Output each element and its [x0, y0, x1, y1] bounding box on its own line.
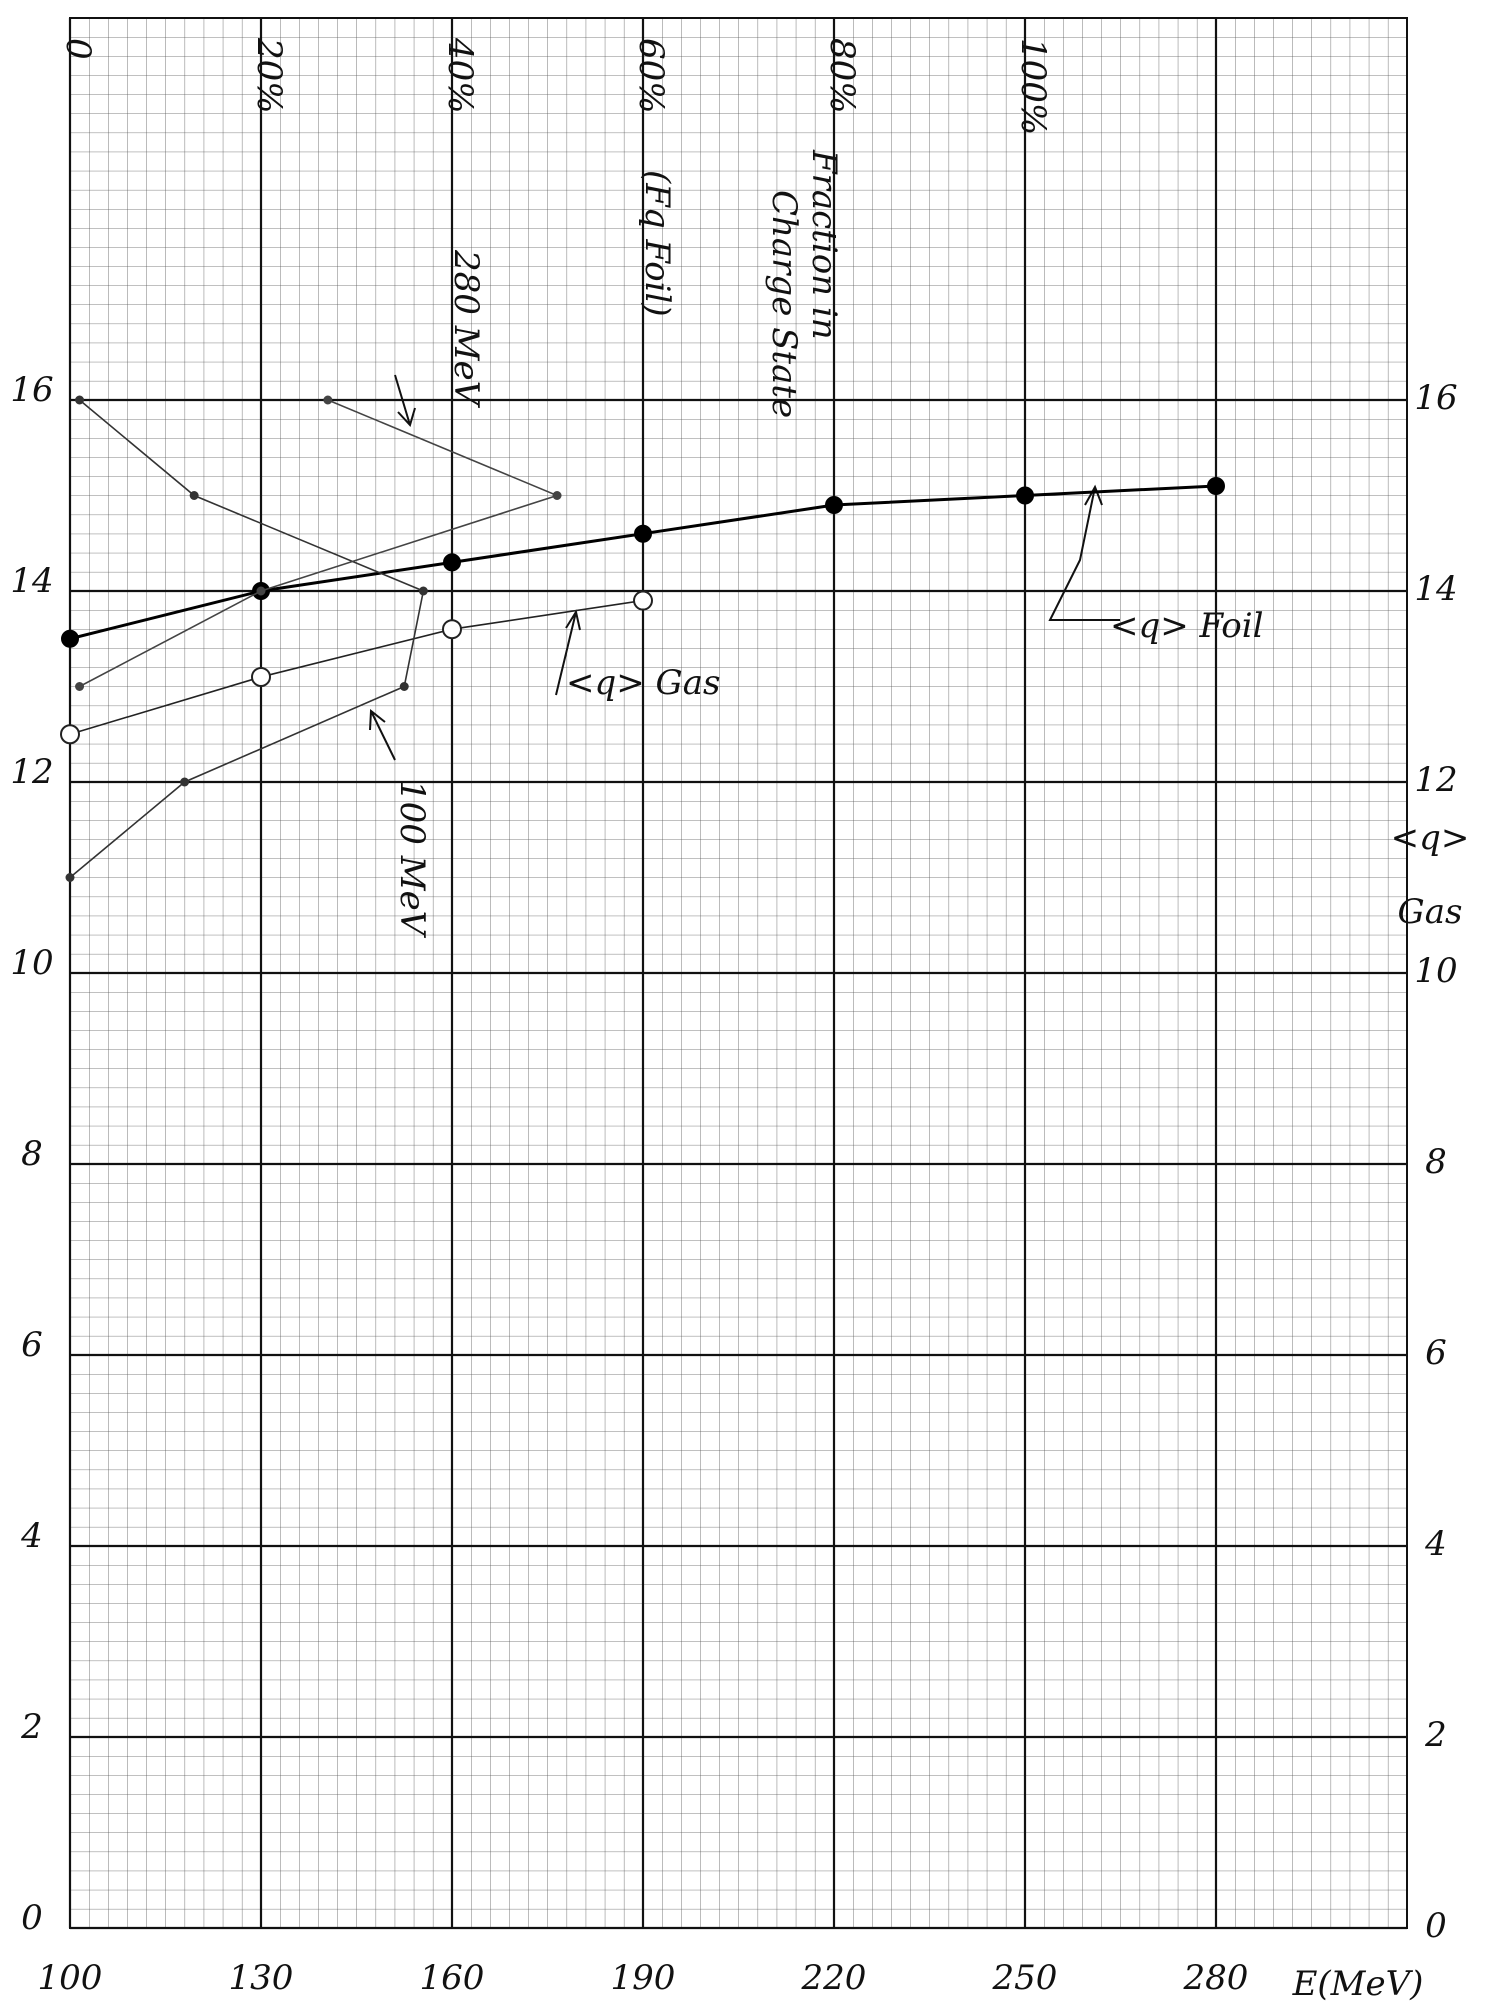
- point: [634, 592, 652, 610]
- point: [1017, 488, 1033, 504]
- x2-tick-label: 100%: [1013, 38, 1053, 135]
- y-tick-label: 10: [10, 943, 53, 983]
- y2-tick-label: 0: [1425, 1906, 1447, 1946]
- y2-tick-label: 4: [1424, 1524, 1447, 1564]
- x-tick-label: 250: [992, 1958, 1058, 1998]
- series-label: <q> Foil: [1110, 606, 1264, 646]
- y-tick-label: 12: [10, 752, 53, 792]
- x2-tick-label: 20%: [249, 37, 289, 114]
- point: [554, 492, 561, 499]
- annotation: Charge State: [764, 190, 804, 418]
- y2-tick-label: 6: [1425, 1333, 1447, 1373]
- point: [444, 554, 460, 570]
- point: [76, 397, 83, 404]
- page: {"chart_data": {"type": "line", "x_label…: [0, 0, 1486, 2016]
- y2-tick-label: 16: [1414, 378, 1457, 418]
- x2-tick-label: 0: [58, 38, 98, 60]
- y-tick-label: 6: [21, 1325, 43, 1365]
- annotation: (Fq Foil): [637, 170, 677, 317]
- annotation: Fraction in: [804, 149, 844, 340]
- chart: E(MeV) <q> Gas Fraction in Charge State …: [0, 0, 1486, 2016]
- x2-tick-label: 40%: [440, 37, 480, 114]
- y2-tick-label: 14: [1414, 569, 1457, 609]
- x-tick-label: 190: [611, 1958, 676, 1998]
- x-tick-label: 160: [420, 1958, 485, 1998]
- point: [191, 492, 198, 499]
- right-axis-label: <q>: [1391, 818, 1470, 858]
- point: [1208, 478, 1224, 494]
- point: [635, 526, 651, 542]
- point: [67, 874, 74, 881]
- point: [181, 779, 188, 786]
- point: [401, 683, 408, 690]
- series-label: 100 MeV: [392, 780, 432, 939]
- right-axis-label: Gas: [1398, 892, 1463, 932]
- point: [76, 683, 83, 690]
- point: [826, 497, 842, 513]
- point: [252, 668, 270, 686]
- point: [258, 588, 265, 595]
- point: [443, 620, 461, 638]
- y2-tick-label: 12: [1414, 760, 1457, 800]
- x2-tick-label: 80%: [822, 38, 862, 114]
- series-label: 280 MeV: [446, 249, 486, 409]
- series-label: <q> Gas: [566, 663, 720, 703]
- y-tick-label: 0: [21, 1898, 43, 1938]
- x2-tick-label: 60%: [631, 38, 671, 114]
- y-tick-label: 4: [20, 1516, 43, 1556]
- x-tick-label: 100: [38, 1958, 103, 1998]
- x-tick-label: 130: [229, 1958, 294, 1998]
- point: [62, 631, 78, 647]
- y-tick-label: 16: [10, 370, 53, 410]
- point: [324, 397, 331, 404]
- x-tick-label: 220: [801, 1958, 867, 1998]
- y-tick-label: 2: [20, 1707, 43, 1747]
- x-axis-label: E(MeV): [1292, 1964, 1424, 2004]
- point: [61, 725, 79, 743]
- y2-tick-label: 10: [1414, 951, 1457, 991]
- y-tick-label: 14: [10, 561, 53, 601]
- y-tick-label: 8: [21, 1134, 43, 1174]
- y2-tick-label: 2: [1424, 1715, 1447, 1755]
- x-tick-label: 280: [1183, 1958, 1249, 1998]
- y2-tick-label: 8: [1425, 1142, 1447, 1182]
- point: [420, 588, 427, 595]
